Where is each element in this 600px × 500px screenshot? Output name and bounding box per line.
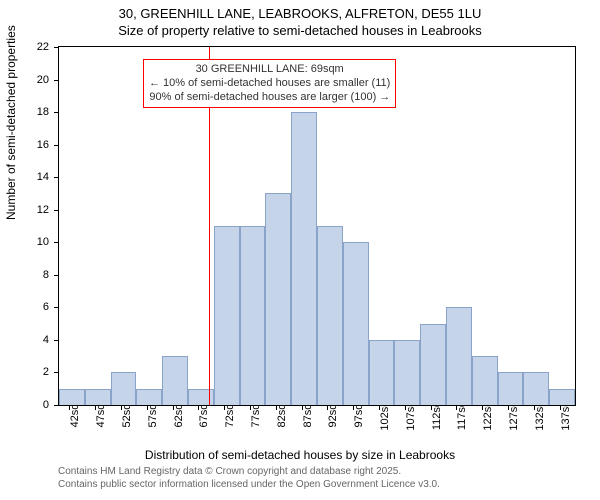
histogram-bar [85,389,111,405]
histogram-bar [111,372,137,405]
histogram-bar [59,389,85,405]
ytick-label: 4 [43,334,49,346]
histogram-bar [188,389,214,405]
ytick-mark [54,47,59,48]
ytick-mark [54,405,59,406]
ytick-mark [54,177,59,178]
ytick-label: 2 [43,366,49,378]
histogram-bar [136,389,162,405]
page-title-1: 30, GREENHILL LANE, LEABROOKS, ALFRETON,… [0,0,600,21]
attribution-line-1: Contains HM Land Registry data © Crown c… [58,466,440,479]
histogram-bar [214,226,240,405]
ytick-label: 20 [37,74,49,86]
histogram-bar [291,112,317,405]
ytick-mark [54,340,59,341]
ytick-mark [54,210,59,211]
annotation-line-1: 30 GREENHILL LANE: 69sqm [149,63,390,77]
histogram-bar [523,372,549,405]
annotation-line-3: 90% of semi-detached houses are larger (… [149,91,390,105]
histogram-chart: 024681012141618202242sqm47sqm52sqm57sqm6… [58,46,576,406]
ytick-label: 14 [37,171,49,183]
ytick-label: 8 [43,269,49,281]
histogram-bar [343,242,369,405]
x-axis-label: Distribution of semi-detached houses by … [0,448,600,462]
page-title-2: Size of property relative to semi-detach… [0,21,600,38]
histogram-bar [498,372,524,405]
histogram-bar [240,226,266,405]
ytick-mark [54,242,59,243]
ytick-label: 6 [43,301,49,313]
ytick-mark [54,145,59,146]
ytick-mark [54,112,59,113]
histogram-bar [317,226,343,405]
ytick-mark [54,80,59,81]
histogram-bar [369,340,395,405]
histogram-bar [162,356,188,405]
histogram-bar [446,307,472,405]
histogram-bar [549,389,575,405]
annotation-box: 30 GREENHILL LANE: 69sqm← 10% of semi-de… [143,59,396,108]
ytick-label: 18 [37,106,49,118]
ytick-mark [54,275,59,276]
histogram-bar [394,340,420,405]
ytick-label: 0 [43,399,49,411]
attribution-line-2: Contains public sector information licen… [58,479,440,492]
histogram-bar [420,324,446,405]
ytick-label: 22 [37,41,49,53]
ytick-mark [54,372,59,373]
ytick-label: 10 [37,236,49,248]
attribution-text: Contains HM Land Registry data © Crown c… [58,466,440,491]
y-axis-label: Number of semi-detached properties [4,25,18,220]
ytick-label: 12 [37,204,49,216]
ytick-label: 16 [37,139,49,151]
ytick-mark [54,307,59,308]
histogram-bar [472,356,498,405]
annotation-line-2: ← 10% of semi-detached houses are smalle… [149,77,390,91]
histogram-bar [265,193,291,405]
